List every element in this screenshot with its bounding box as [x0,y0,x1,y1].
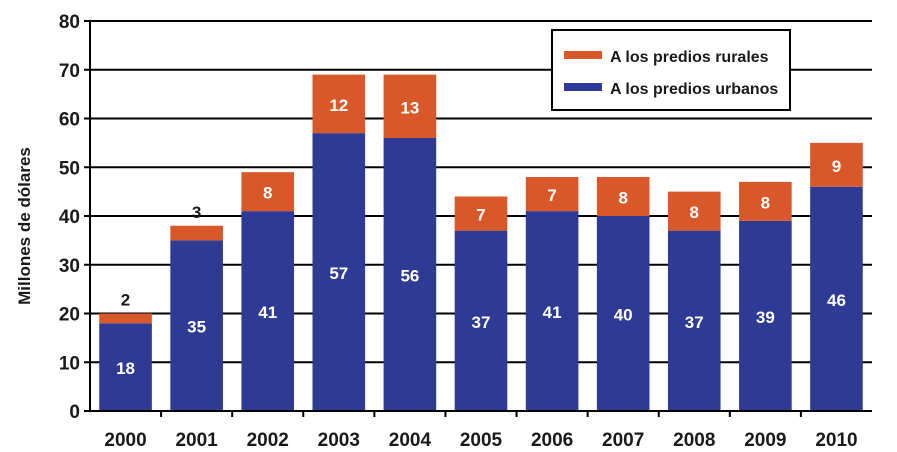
legend-swatch-urbanos [564,83,602,91]
data-label-urbanos-2007: 40 [614,306,633,325]
data-label-urbanos-2002: 41 [258,303,277,322]
data-label-rurales-2004: 13 [400,98,419,117]
data-label-urbanos-2003: 57 [329,264,348,283]
data-label-urbanos-2010: 46 [827,291,846,310]
legend-box [551,29,791,111]
y-tick-label-60: 60 [59,110,80,131]
legend-label-urbanos: A los predios urbanos [610,81,778,98]
y-tick-label-40: 40 [59,207,80,228]
bar-rurales-2000 [99,313,152,324]
x-tick-label-2001: 2001 [175,430,218,451]
data-label-urbanos-2001: 35 [187,318,206,337]
data-label-rurales-2009: 8 [761,193,770,212]
bar-urbanos-2007 [596,216,650,411]
data-label-rurales-2007: 8 [618,189,627,208]
bar-rurales-2006 [525,177,579,212]
data-label-rurales-2010: 9 [832,157,841,176]
y-tick-label-10: 10 [59,353,80,374]
bar-urbanos-2009 [739,220,792,411]
bar-urbanos-2005 [454,230,508,411]
y-axis-title: Millones de dólares [15,147,34,305]
y-tick-label-30: 30 [59,256,80,277]
bar-rurales-2008 [667,191,721,231]
data-label-rurales-2008: 8 [690,203,699,222]
legend: A los predios rurales A los predios urban… [551,29,791,111]
bar-urbanos-2002 [241,211,295,411]
data-label-rurales-2002: 8 [263,184,272,203]
data-label-rurales-2006: 7 [547,186,556,205]
y-tick-label-50: 50 [59,158,80,179]
y-tick-label-0: 0 [69,402,80,423]
data-label-rurales-2005: 7 [476,206,485,225]
x-tick-label-2003: 2003 [318,430,360,451]
data-label-rurales-2000: 2 [121,291,130,310]
bar-urbanos-2000 [99,323,152,411]
x-tick-label-2005: 2005 [460,430,503,451]
x-tick-label-2010: 2010 [815,430,857,451]
x-tick-label-2000: 2000 [104,430,146,451]
data-labels: 18 2 35 3 41 8 57 12 56 13 37 7 41 7 40 8 37 8 39 8 46 9 [116,96,846,378]
x-tick-label-2004: 2004 [389,430,432,451]
bar-urbanos-2004 [383,138,437,411]
data-label-urbanos-2004: 56 [400,267,419,286]
data-label-urbanos-2006: 41 [543,303,562,322]
data-label-urbanos-2008: 37 [685,313,704,332]
data-label-rurales-2003: 12 [329,96,348,115]
bar-urbanos-2008 [667,230,721,411]
y-tick-label-20: 20 [59,305,80,326]
x-tick-label-2008: 2008 [673,430,715,451]
data-label-urbanos-2005: 37 [472,313,491,332]
bar-urbanos-2003 [312,133,366,411]
bar-rurales-2010 [810,142,863,187]
data-label-urbanos-2000: 18 [116,359,135,378]
data-label-urbanos-2009: 39 [756,308,775,327]
bar-rurales-2007 [596,177,650,216]
data-label-rurales-2001: 3 [192,203,201,222]
bar-urbanos-2006 [525,211,579,411]
bars [99,74,863,411]
y-tick-label-70: 70 [59,61,80,82]
bar-urbanos-2001 [170,240,223,411]
legend-swatch-rurales [564,51,602,59]
x-tick-label-2009: 2009 [744,430,786,451]
y-tick-label-80: 80 [59,12,80,33]
bar-rurales-2003 [312,74,366,134]
bar-urbanos-2010 [810,186,863,411]
bar-rurales-2002 [241,172,295,212]
bar-rurales-2005 [454,196,508,231]
legend-label-rurales: A los predios rurales [610,49,769,66]
axes: 0 10 20 30 40 50 60 70 80 2000 2001 2002 2003 2004 200… [59,12,872,451]
bar-rurales-2004 [383,74,437,138]
x-tick-label-2006: 2006 [531,430,573,451]
x-tick-label-2002: 2002 [247,430,289,451]
x-tick-label-2007: 2007 [602,430,644,451]
bar-rurales-2001 [170,225,223,241]
bar-rurales-2009 [739,181,792,221]
